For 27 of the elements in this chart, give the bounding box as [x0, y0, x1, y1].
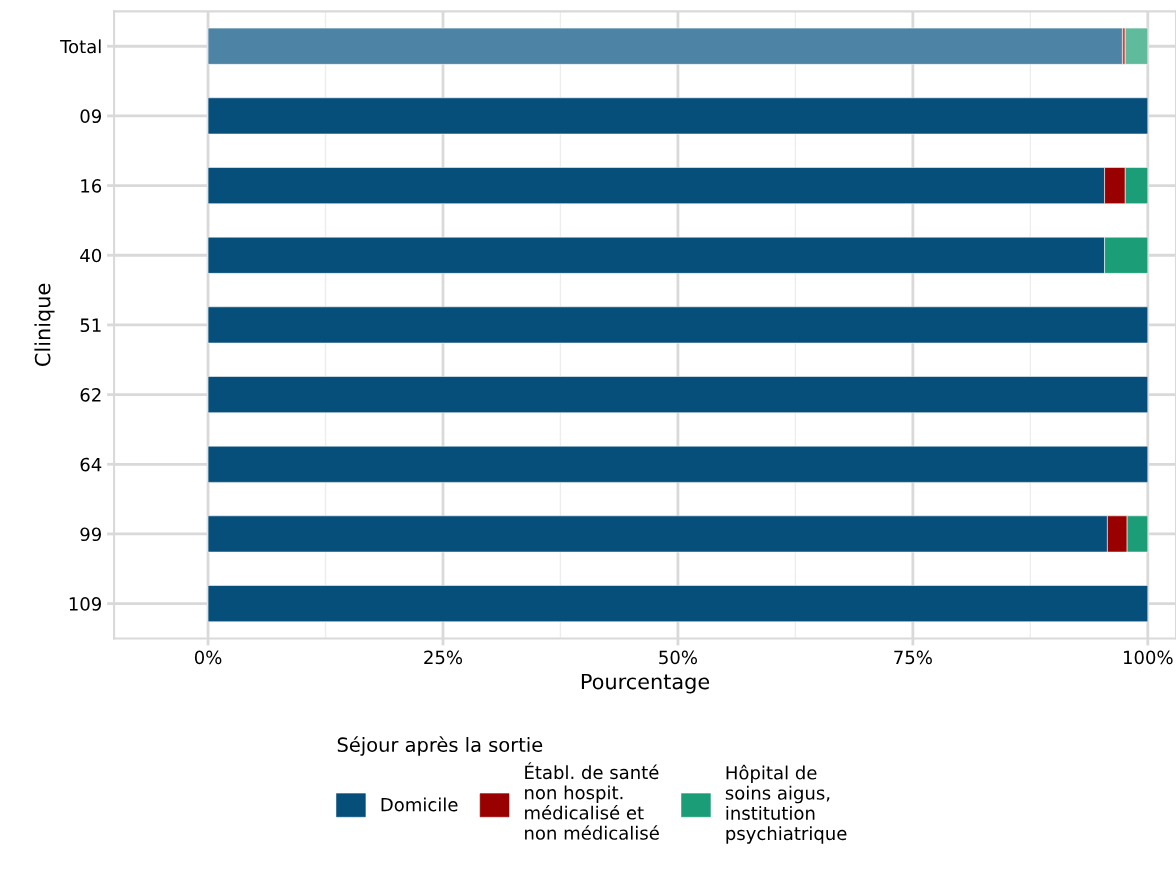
- bar: [207, 585, 1149, 623]
- bar: [207, 445, 1149, 483]
- bar: [207, 97, 1149, 135]
- y-tick-label: Total: [60, 39, 101, 54]
- x-axis-title: Pourcentage: [581, 673, 710, 694]
- x-tick-label: 25%: [424, 650, 463, 665]
- x-tick-label: 0%: [194, 650, 222, 665]
- legend-title: Séjour après la sortie: [337, 736, 543, 756]
- y-axis-title: Clinique: [34, 283, 55, 366]
- y-tick-label: 62: [80, 388, 101, 402]
- y-tick-label: 109: [69, 597, 101, 611]
- bar: [1124, 27, 1149, 65]
- y-tick-label: 09: [80, 109, 101, 124]
- y-tick-label: 99: [80, 527, 101, 542]
- x-tick-label: 50%: [659, 650, 697, 665]
- bar: [207, 376, 1149, 413]
- x-tick-label: 75%: [894, 650, 932, 665]
- bar: [207, 306, 1149, 344]
- bar: [207, 27, 1123, 65]
- legend-label: Hôpital de soins aigus, institution psychiatrique: [725, 764, 847, 844]
- legend-label: Domicile: [381, 797, 458, 812]
- y-tick-label: 16: [81, 179, 102, 193]
- y-tick-label: 51: [80, 318, 101, 333]
- x-tick-label: 100%: [1123, 650, 1173, 665]
- legend-label: Établ. de santé non hospit. médicalisé et non médicalisé: [525, 762, 659, 840]
- y-tick-label: 40: [80, 248, 102, 263]
- y-tick-label: 64: [80, 457, 102, 472]
